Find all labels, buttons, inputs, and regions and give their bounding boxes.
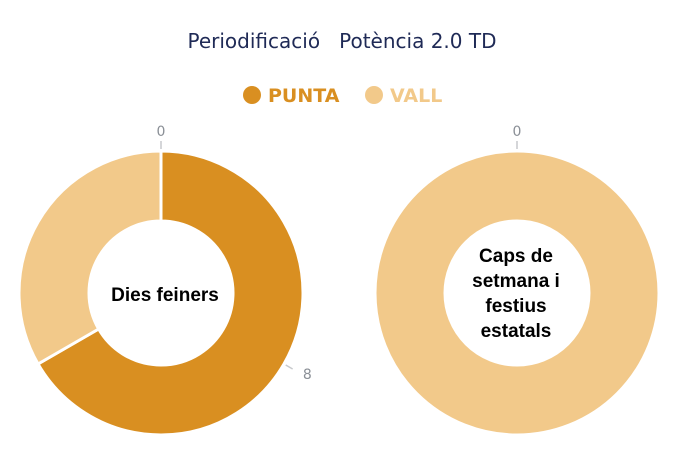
legend-label-vall: VALL <box>390 85 442 107</box>
tick-label: 0 <box>157 124 166 140</box>
tick-label: 8 <box>303 367 312 383</box>
legend-label-punta: PUNTA <box>268 85 340 107</box>
tick-label: 0 <box>513 124 522 140</box>
slice-punta <box>35 149 305 437</box>
slice-vall <box>373 149 661 437</box>
center-label-dies-feiners: Dies feiners <box>111 285 219 306</box>
donut-chart-caps-de-setmana: 0 <box>373 124 661 437</box>
legend: PUNTA VALL <box>243 85 442 107</box>
tick-line <box>285 364 294 370</box>
slice-vall <box>17 149 163 367</box>
center-label-caps-de-setmana: Caps de setmana i festius estatals <box>472 246 560 342</box>
chart-title: Periodificació Potència 2.0 TD <box>188 29 497 53</box>
legend-swatch-vall <box>365 86 383 104</box>
legend-swatch-punta <box>243 86 261 104</box>
donut-chart-dies-feiners: 08 <box>17 124 312 437</box>
